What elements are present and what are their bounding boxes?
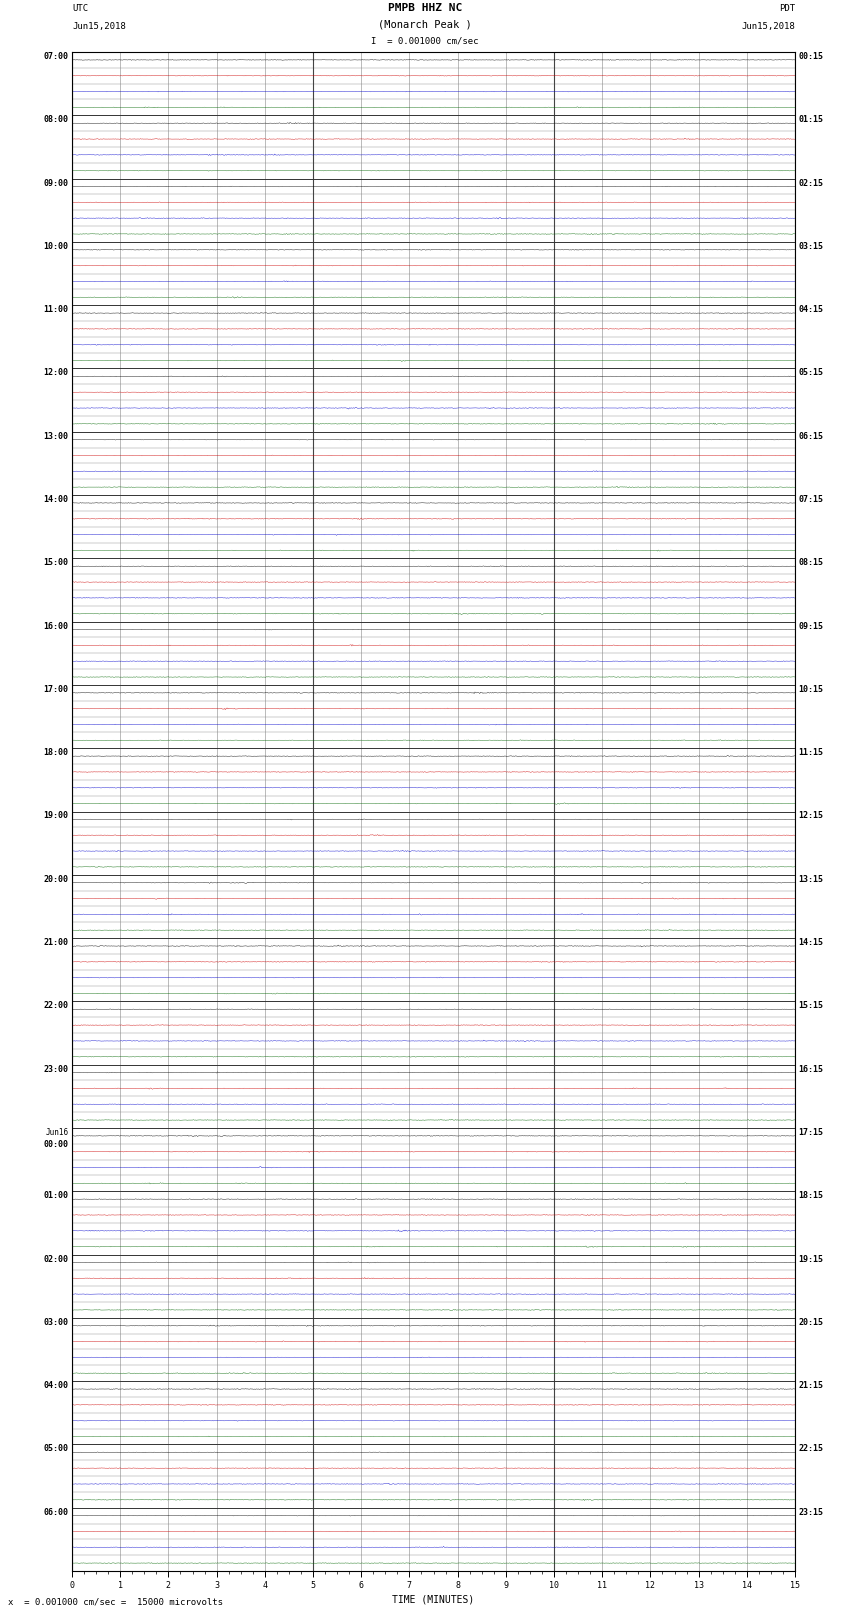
Text: 19:00: 19:00 xyxy=(43,811,68,821)
Text: 05:00: 05:00 xyxy=(43,1444,68,1453)
Text: 20:15: 20:15 xyxy=(799,1318,824,1327)
Text: Jun16: Jun16 xyxy=(45,1127,68,1137)
Text: UTC: UTC xyxy=(72,5,88,13)
Text: Jun15,2018: Jun15,2018 xyxy=(741,23,795,31)
Text: 18:15: 18:15 xyxy=(799,1192,824,1200)
Text: 04:15: 04:15 xyxy=(799,305,824,315)
Text: 11:00: 11:00 xyxy=(43,305,68,315)
Text: 09:00: 09:00 xyxy=(43,179,68,187)
Text: 16:00: 16:00 xyxy=(43,621,68,631)
Text: 17:00: 17:00 xyxy=(43,686,68,694)
Text: 02:00: 02:00 xyxy=(43,1255,68,1263)
Text: 00:00: 00:00 xyxy=(43,1140,68,1148)
Text: 08:15: 08:15 xyxy=(799,558,824,568)
Text: I  = 0.001000 cm/sec: I = 0.001000 cm/sec xyxy=(371,37,479,45)
Text: Jun15,2018: Jun15,2018 xyxy=(72,23,126,31)
Text: 13:00: 13:00 xyxy=(43,432,68,440)
Text: PDT: PDT xyxy=(779,5,795,13)
Text: 17:15: 17:15 xyxy=(799,1127,824,1137)
Text: 14:00: 14:00 xyxy=(43,495,68,503)
Text: 07:00: 07:00 xyxy=(43,52,68,61)
Text: 12:00: 12:00 xyxy=(43,368,68,377)
X-axis label: TIME (MINUTES): TIME (MINUTES) xyxy=(393,1595,474,1605)
Text: 10:15: 10:15 xyxy=(799,686,824,694)
Text: 22:15: 22:15 xyxy=(799,1444,824,1453)
Text: 13:15: 13:15 xyxy=(799,874,824,884)
Text: 10:00: 10:00 xyxy=(43,242,68,252)
Text: 11:15: 11:15 xyxy=(799,748,824,756)
Text: 18:00: 18:00 xyxy=(43,748,68,756)
Text: PMPB HHZ NC: PMPB HHZ NC xyxy=(388,3,462,13)
Text: 07:15: 07:15 xyxy=(799,495,824,503)
Text: 23:15: 23:15 xyxy=(799,1508,824,1516)
Text: x  = 0.001000 cm/sec =  15000 microvolts: x = 0.001000 cm/sec = 15000 microvolts xyxy=(8,1597,224,1607)
Text: 06:15: 06:15 xyxy=(799,432,824,440)
Text: 15:00: 15:00 xyxy=(43,558,68,568)
Text: 19:15: 19:15 xyxy=(799,1255,824,1263)
Text: 09:15: 09:15 xyxy=(799,621,824,631)
Text: (Monarch Peak ): (Monarch Peak ) xyxy=(378,19,472,29)
Text: 16:15: 16:15 xyxy=(799,1065,824,1074)
Text: 04:00: 04:00 xyxy=(43,1381,68,1390)
Text: 05:15: 05:15 xyxy=(799,368,824,377)
Text: 01:00: 01:00 xyxy=(43,1192,68,1200)
Text: 03:00: 03:00 xyxy=(43,1318,68,1327)
Text: 08:00: 08:00 xyxy=(43,115,68,124)
Text: 23:00: 23:00 xyxy=(43,1065,68,1074)
Text: 14:15: 14:15 xyxy=(799,939,824,947)
Text: 00:15: 00:15 xyxy=(799,52,824,61)
Text: 15:15: 15:15 xyxy=(799,1002,824,1010)
Text: 02:15: 02:15 xyxy=(799,179,824,187)
Text: 06:00: 06:00 xyxy=(43,1508,68,1516)
Text: 22:00: 22:00 xyxy=(43,1002,68,1010)
Text: 20:00: 20:00 xyxy=(43,874,68,884)
Text: 21:00: 21:00 xyxy=(43,939,68,947)
Text: 12:15: 12:15 xyxy=(799,811,824,821)
Text: 21:15: 21:15 xyxy=(799,1381,824,1390)
Text: 01:15: 01:15 xyxy=(799,115,824,124)
Text: 03:15: 03:15 xyxy=(799,242,824,252)
